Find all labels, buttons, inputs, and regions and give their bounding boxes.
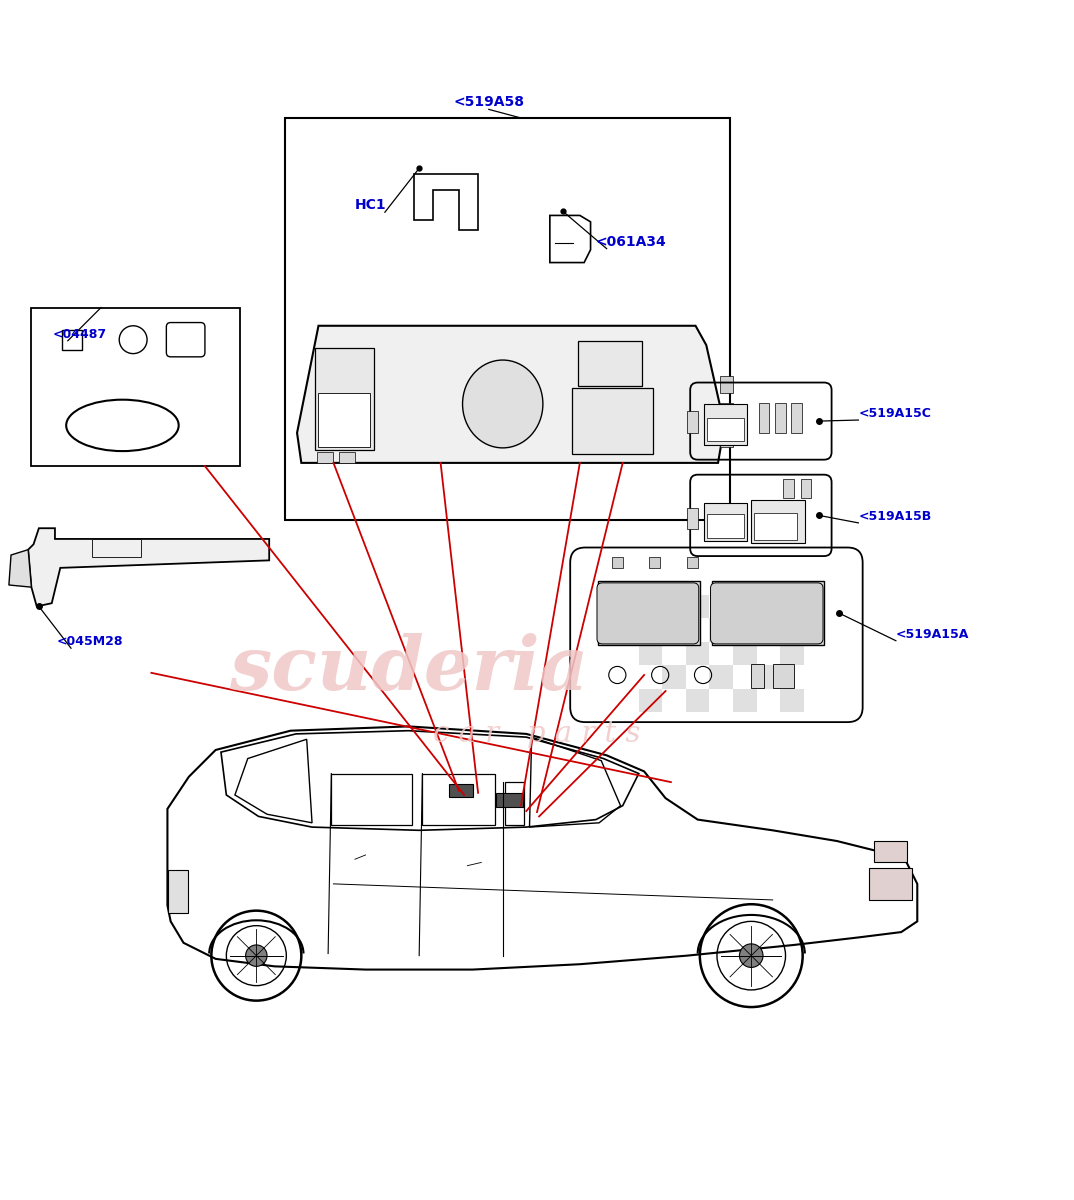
Bar bbox=[31, 307, 241, 466]
Circle shape bbox=[246, 944, 267, 966]
Bar bbox=[639, 595, 663, 618]
FancyBboxPatch shape bbox=[711, 583, 823, 644]
Bar bbox=[705, 404, 746, 445]
Ellipse shape bbox=[463, 360, 542, 448]
Bar bbox=[496, 793, 523, 806]
Bar bbox=[650, 557, 661, 568]
Bar bbox=[869, 868, 912, 900]
Bar bbox=[721, 376, 734, 394]
Text: <04487: <04487 bbox=[53, 328, 107, 341]
Bar bbox=[663, 665, 686, 689]
Bar bbox=[319, 394, 369, 446]
Bar bbox=[721, 430, 734, 446]
Bar bbox=[639, 689, 663, 713]
Bar bbox=[708, 515, 744, 538]
Bar bbox=[721, 403, 734, 420]
Bar bbox=[687, 557, 698, 568]
Bar bbox=[708, 418, 744, 442]
Bar bbox=[780, 595, 803, 618]
Bar bbox=[686, 595, 710, 618]
Polygon shape bbox=[9, 550, 31, 587]
Text: <519A58: <519A58 bbox=[453, 95, 524, 109]
Bar bbox=[687, 508, 698, 529]
Polygon shape bbox=[28, 528, 270, 606]
Text: <519A15C: <519A15C bbox=[858, 407, 931, 420]
Bar bbox=[780, 689, 803, 713]
Bar bbox=[169, 870, 188, 913]
Circle shape bbox=[740, 944, 763, 967]
Bar bbox=[598, 581, 700, 644]
Bar bbox=[790, 403, 801, 433]
Bar bbox=[772, 665, 794, 688]
Bar bbox=[800, 479, 811, 498]
Bar bbox=[734, 689, 756, 713]
Bar bbox=[874, 841, 906, 863]
Bar bbox=[572, 388, 653, 455]
Text: HC1: HC1 bbox=[355, 198, 387, 212]
Bar bbox=[734, 642, 756, 665]
Bar bbox=[578, 341, 642, 385]
Bar bbox=[705, 503, 746, 541]
Text: <045M28: <045M28 bbox=[57, 635, 124, 648]
Bar bbox=[663, 618, 686, 642]
Text: <519A15B: <519A15B bbox=[858, 510, 931, 523]
Bar bbox=[505, 782, 524, 824]
Bar bbox=[449, 785, 473, 797]
Bar bbox=[758, 403, 769, 433]
Text: scuderia: scuderia bbox=[229, 634, 589, 706]
Bar bbox=[780, 642, 803, 665]
Bar bbox=[754, 514, 797, 540]
Bar bbox=[92, 539, 141, 557]
Bar bbox=[316, 348, 374, 450]
Bar bbox=[710, 665, 734, 689]
Bar bbox=[751, 500, 804, 544]
Bar bbox=[686, 689, 710, 713]
Bar bbox=[751, 665, 764, 688]
Bar bbox=[712, 581, 824, 644]
Bar bbox=[331, 774, 411, 824]
Bar bbox=[338, 452, 354, 463]
Bar bbox=[756, 665, 780, 689]
Bar bbox=[756, 618, 780, 642]
Bar bbox=[639, 642, 663, 665]
Text: <061A34: <061A34 bbox=[596, 235, 667, 248]
Bar bbox=[318, 452, 333, 463]
Bar bbox=[686, 642, 710, 665]
Bar bbox=[734, 595, 756, 618]
Bar bbox=[774, 403, 785, 433]
FancyBboxPatch shape bbox=[597, 583, 699, 644]
Bar bbox=[687, 412, 698, 433]
Text: <519A15A: <519A15A bbox=[896, 628, 969, 641]
Polygon shape bbox=[297, 325, 725, 463]
Text: c a r   p a r t s: c a r p a r t s bbox=[433, 720, 641, 748]
Bar bbox=[783, 479, 794, 498]
Bar bbox=[710, 618, 734, 642]
Bar bbox=[422, 774, 495, 824]
Bar bbox=[612, 557, 623, 568]
Bar bbox=[286, 118, 730, 520]
